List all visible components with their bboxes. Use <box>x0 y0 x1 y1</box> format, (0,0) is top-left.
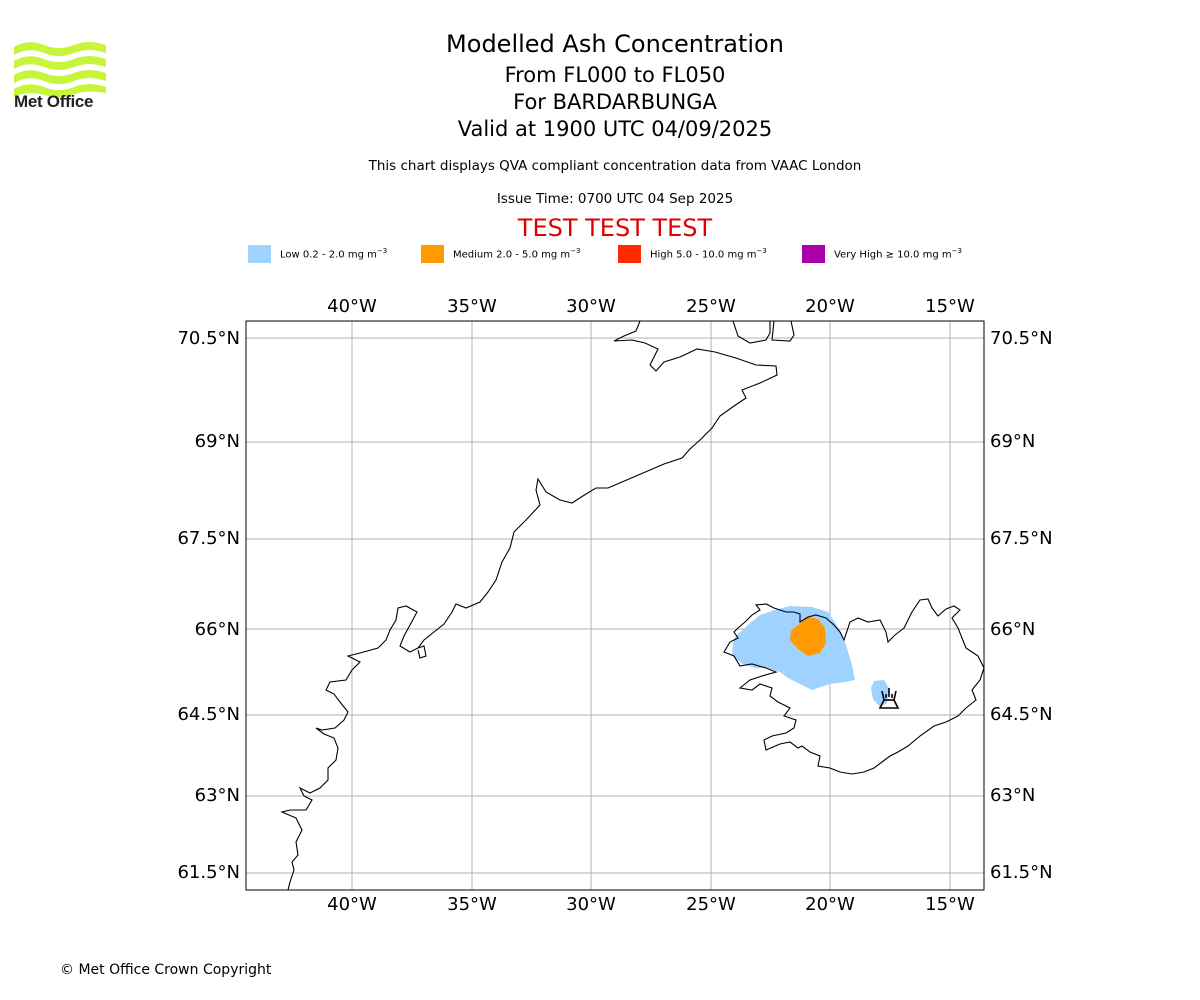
volcano-icon <box>878 688 900 709</box>
lat-label: 61.5°N <box>177 862 240 883</box>
lat-label: 67.5°N <box>990 528 1053 549</box>
lon-label: 35°W <box>447 296 497 317</box>
lat-label: 70.5°N <box>177 328 240 349</box>
legend-label-high: High 5.0 - 10.0 mg m−3 <box>650 247 767 261</box>
legend-item-medium: Medium 2.0 - 5.0 mg m−3 <box>421 244 580 264</box>
legend-swatch-medium <box>421 245 444 263</box>
lat-label: 69°N <box>990 431 1035 452</box>
lat-label: 63°N <box>990 785 1035 806</box>
lon-label: 20°W <box>805 296 855 317</box>
greenland-coastline <box>280 321 778 890</box>
legend-item-low: Low 0.2 - 2.0 mg m−3 <box>248 244 387 264</box>
lon-label: 15°W <box>925 296 975 317</box>
lat-label: 64.5°N <box>177 704 240 725</box>
lon-label: 30°W <box>566 894 616 915</box>
legend-label-low: Low 0.2 - 2.0 mg m−3 <box>280 247 388 261</box>
volcano-name: For BARDARBUNGA <box>513 90 717 114</box>
legend-swatch-very-high <box>802 245 825 263</box>
issue-time: Issue Time: 0700 UTC 04 Sep 2025 <box>496 191 734 207</box>
lat-label: 66°N <box>990 619 1035 640</box>
lat-label: 69°N <box>195 431 240 452</box>
legend-label-medium: Medium 2.0 - 5.0 mg m−3 <box>453 247 581 261</box>
lon-label: 30°W <box>566 296 616 317</box>
chart-title: Modelled Ash Concentration <box>446 30 784 58</box>
latitude-labels-left: 70.5°N 69°N 67.5°N 66°N 64.5°N 63°N 61.5… <box>177 328 240 883</box>
legend-swatch-low <box>248 245 271 263</box>
lat-label: 63°N <box>195 785 240 806</box>
map-gridlines <box>246 321 984 890</box>
lat-label: 67.5°N <box>177 528 240 549</box>
lat-label: 70.5°N <box>990 328 1053 349</box>
met-office-logo <box>14 42 106 98</box>
longitude-labels-bottom: 40°W 35°W 30°W 25°W 20°W 15°W <box>327 894 975 915</box>
legend-item-very-high: Very High ≥ 10.0 mg m−3 <box>802 244 962 264</box>
lon-label: 15°W <box>925 894 975 915</box>
lat-label: 64.5°N <box>990 704 1053 725</box>
lat-label: 66°N <box>195 619 240 640</box>
legend-label-very-high: Very High ≥ 10.0 mg m−3 <box>834 247 962 261</box>
lon-label: 40°W <box>327 894 377 915</box>
legend-swatch-high <box>618 245 641 263</box>
longitude-labels-top: 40°W 35°W 30°W 25°W 20°W 15°W <box>327 296 975 317</box>
valid-time: Valid at 1900 UTC 04/09/2025 <box>457 117 773 141</box>
latitude-labels-right: 70.5°N 69°N 67.5°N 66°N 64.5°N 63°N 61.5… <box>990 328 1053 883</box>
copyright-notice: © Met Office Crown Copyright <box>60 962 272 978</box>
ash-area-medium <box>790 617 826 656</box>
legend-item-high: High 5.0 - 10.0 mg m−3 <box>618 244 767 264</box>
lon-label: 20°W <box>805 894 855 915</box>
test-banner: TEST TEST TEST <box>517 214 713 242</box>
lat-label: 61.5°N <box>990 862 1053 883</box>
iceland-coastline <box>723 598 984 775</box>
met-office-logo-text: Met Office <box>14 92 94 111</box>
lon-label: 25°W <box>686 296 736 317</box>
lon-label: 25°W <box>686 894 736 915</box>
ash-area-low-east <box>871 680 889 707</box>
map-frame <box>245 320 985 891</box>
lon-label: 40°W <box>327 296 377 317</box>
flight-level-range: From FL000 to FL050 <box>504 63 726 87</box>
chart-description: This chart displays QVA compliant concen… <box>368 158 862 174</box>
ash-area-low <box>732 606 855 690</box>
lon-label: 35°W <box>447 894 497 915</box>
